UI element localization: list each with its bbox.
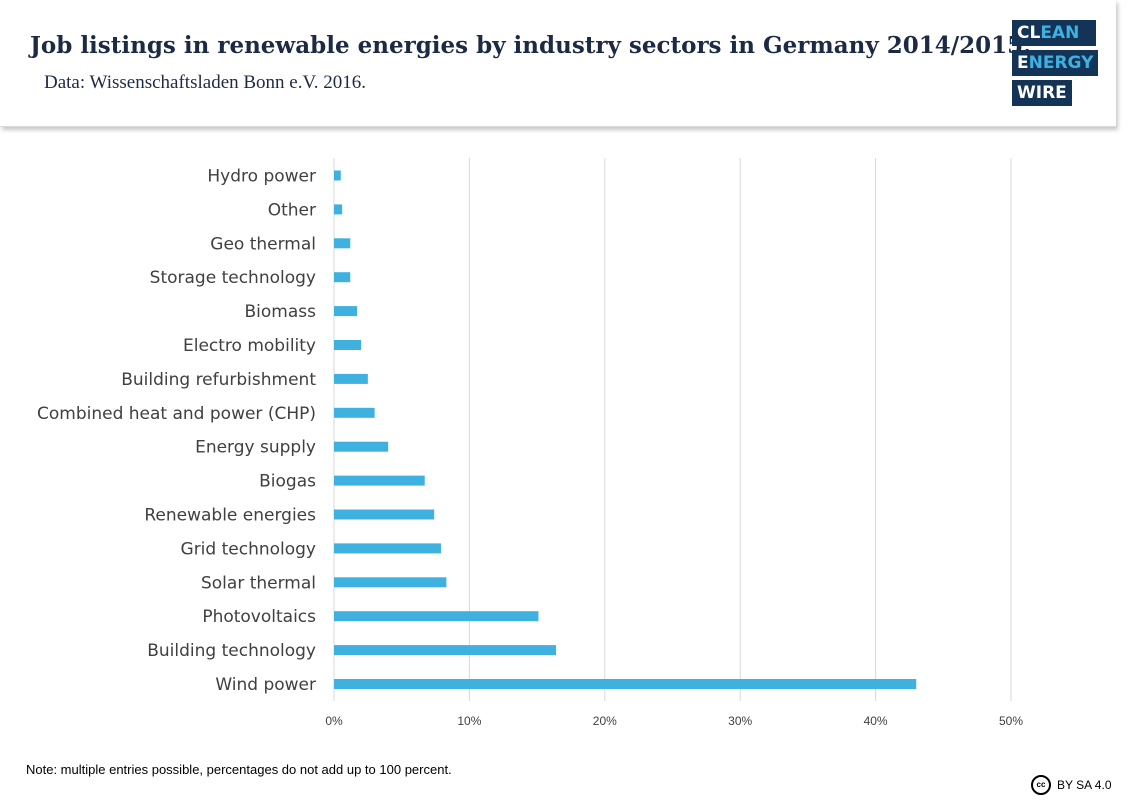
x-tick-label: 40% xyxy=(864,714,888,728)
x-tick-label: 10% xyxy=(457,714,481,728)
bar xyxy=(334,441,389,452)
bar xyxy=(334,509,435,520)
logo-line-energy: ENERGY xyxy=(1012,50,1098,76)
x-tick-label: 30% xyxy=(728,714,752,728)
y-category-label: Wind power xyxy=(215,675,316,695)
y-category-label: Renewable energies xyxy=(144,506,316,526)
x-tick-label: 20% xyxy=(593,714,617,728)
bar xyxy=(334,340,362,350)
bar xyxy=(334,679,917,689)
bar xyxy=(334,475,425,486)
chart-title: Job listings in renewable energies by in… xyxy=(30,32,1032,59)
bar xyxy=(334,543,441,554)
bar xyxy=(334,645,557,656)
y-category-label: Grid technology xyxy=(181,539,316,559)
bar xyxy=(334,272,351,283)
footnote: Note: multiple entries possible, percent… xyxy=(26,762,452,777)
y-category-label: Building refurbishment xyxy=(121,370,316,390)
chart-source: Data: Wissenschaftsladen Bonn e.V. 2016. xyxy=(44,72,367,93)
y-category-label: Other xyxy=(268,200,316,220)
bar xyxy=(334,204,343,215)
x-tick-label: 0% xyxy=(325,714,343,728)
y-category-label: Photovoltaics xyxy=(202,607,316,627)
y-category-label: Energy supply xyxy=(195,438,316,458)
y-category-label: Electro mobility xyxy=(183,336,316,356)
logo-line-clean: CLEAN xyxy=(1012,20,1096,46)
clean-energy-wire-logo[interactable]: CLEAN ENERGY WIRE xyxy=(1012,20,1102,106)
bar xyxy=(334,238,351,249)
y-category-label: Building technology xyxy=(147,641,316,661)
license-text: BY SA 4.0 xyxy=(1057,778,1112,792)
bar xyxy=(334,306,358,317)
bar xyxy=(334,373,368,384)
bar xyxy=(334,407,375,418)
y-category-label: Biomass xyxy=(245,302,317,322)
y-category-label: Storage technology xyxy=(150,268,316,288)
y-category-label: Biogas xyxy=(259,472,316,492)
creative-commons-icon: cc xyxy=(1031,775,1051,795)
bar xyxy=(334,611,539,622)
y-category-label: Solar thermal xyxy=(201,573,316,593)
header-panel: Job listings in renewable energies by in… xyxy=(0,0,1116,127)
bar xyxy=(334,170,341,181)
bar xyxy=(334,577,447,588)
x-tick-label: 50% xyxy=(999,714,1023,728)
license-badge[interactable]: cc BY SA 4.0 xyxy=(1031,775,1112,795)
logo-line-wire: WIRE xyxy=(1012,80,1072,106)
y-category-label: Combined heat and power (CHP) xyxy=(37,404,316,424)
y-category-label: Hydro power xyxy=(207,167,316,187)
y-category-label: Geo thermal xyxy=(210,234,316,254)
